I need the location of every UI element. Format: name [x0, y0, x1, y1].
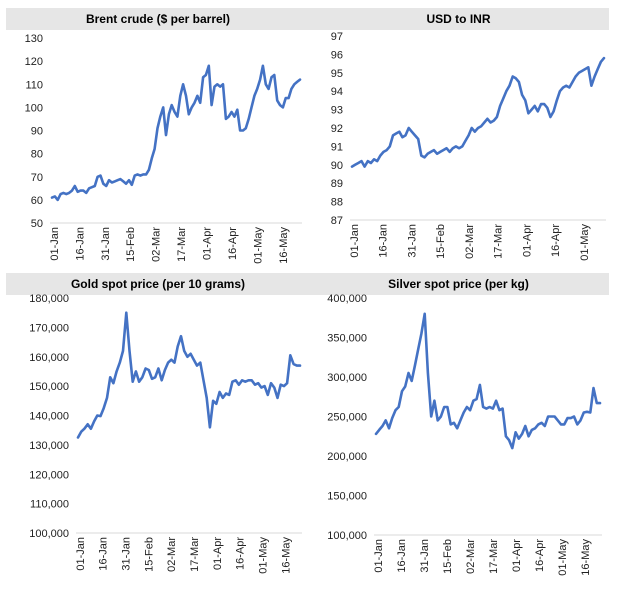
- y-tick-label: 150,000: [327, 491, 367, 503]
- x-tick-label: 01-Jan: [373, 539, 385, 573]
- chart-title: Silver spot price (per kg): [308, 273, 609, 295]
- y-tick-label: 94: [331, 86, 343, 98]
- usd-inr-panel: USD to INR 97 96 95 94 93 92 91 90 89 88 87 01-Jan 1…: [308, 8, 609, 270]
- series-line: [350, 56, 606, 168]
- y-tick-label: 200,000: [327, 451, 367, 463]
- gold-price-panel: Gold spot price (per 10 grams) 180,000 17…: [6, 273, 310, 585]
- x-tick-label: 15-Feb: [435, 224, 447, 259]
- y-tick-label: 96: [331, 49, 343, 61]
- x-tick-label: 17-Mar: [176, 227, 188, 262]
- y-tick-label: 160,000: [29, 352, 69, 364]
- y-tick-label: 90: [331, 160, 343, 172]
- y-tick-label: 100,000: [327, 530, 367, 542]
- x-tick-label: 16-May: [278, 227, 290, 264]
- y-tick-label: 91: [331, 141, 343, 153]
- brent-crude-panel: Brent crude ($ per barrel) 130 120 110 100 9…: [6, 8, 310, 270]
- brent-crude-chart: 130 120 110 100 90 80 70 60 50 01-Jan 16-Jan 31-Jan…: [25, 33, 302, 264]
- y-tick-label: 120,000: [29, 469, 69, 481]
- series-line: [374, 312, 602, 450]
- y-tick-label: 100,000: [29, 528, 69, 540]
- y-tick-label: 130,000: [29, 440, 69, 452]
- chart-title: Brent crude ($ per barrel): [6, 8, 310, 30]
- x-tick-label: 31-Jan: [419, 539, 431, 573]
- y-tick-label: 400,000: [327, 293, 367, 305]
- x-tick-label: 16-May: [580, 539, 592, 576]
- x-tick-label: 02-Mar: [151, 227, 163, 262]
- x-tick-label: 01-May: [579, 224, 591, 261]
- y-tick-label: 95: [331, 68, 343, 80]
- x-tick-label: 02-Mar: [465, 539, 477, 574]
- y-tick-label: 88: [331, 197, 343, 209]
- x-tick-label: 02-Mar: [464, 224, 476, 259]
- y-tick-label: 93: [331, 105, 343, 117]
- y-tick-label: 92: [331, 123, 343, 135]
- x-tick-label: 17-Mar: [493, 224, 505, 259]
- x-tick-label: 31-Jan: [100, 227, 112, 261]
- y-tick-label: 170,000: [29, 322, 69, 334]
- x-tick-label: 01-Apr: [521, 224, 533, 257]
- x-tick-label: 15-Feb: [143, 537, 155, 572]
- usd-inr-chart: 97 96 95 94 93 92 91 90 89 88 87 01-Jan 16-Jan 31-Jan…: [331, 31, 606, 261]
- chart-title: Gold spot price (per 10 grams): [6, 273, 310, 295]
- x-tick-label: 01-Jan: [75, 537, 87, 571]
- series-line: [50, 64, 302, 202]
- y-tick-label: 87: [331, 215, 343, 227]
- silver-price-chart: 400,000 350,000 300,000 250,000 200,000 150,0…: [327, 293, 602, 576]
- x-tick-label: 01-Apr: [212, 537, 224, 570]
- x-tick-label: 01-May: [257, 537, 269, 574]
- y-tick-label: 150,000: [29, 381, 69, 393]
- x-tick-label: 16-Jan: [378, 224, 390, 258]
- x-tick-label: 16-Apr: [534, 539, 546, 572]
- y-tick-label: 80: [31, 149, 43, 161]
- y-tick-label: 140,000: [29, 411, 69, 423]
- x-tick-label: 16-Jan: [74, 227, 86, 261]
- y-tick-label: 97: [331, 31, 343, 43]
- y-tick-label: 50: [31, 218, 43, 230]
- y-tick-label: 130: [25, 33, 43, 45]
- x-tick-label: 01-Jan: [349, 224, 361, 258]
- y-tick-label: 180,000: [29, 293, 69, 305]
- x-tick-label: 16-Apr: [227, 227, 239, 260]
- x-tick-label: 01-Jan: [49, 227, 61, 261]
- y-tick-label: 350,000: [327, 333, 367, 345]
- x-tick-label: 31-Jan: [406, 224, 418, 258]
- x-tick-label: 17-Mar: [488, 539, 500, 574]
- x-tick-label: 01-May: [252, 227, 264, 264]
- y-tick-label: 90: [31, 126, 43, 138]
- x-tick-label: 17-Mar: [189, 537, 201, 572]
- series-line: [76, 311, 302, 439]
- x-tick-label: 31-Jan: [121, 537, 133, 571]
- x-tick-label: 16-Apr: [550, 224, 562, 257]
- y-tick-label: 70: [31, 172, 43, 184]
- silver-price-panel: Silver spot price (per kg) 400,000 350,00…: [308, 273, 609, 585]
- x-tick-label: 01-May: [557, 539, 569, 576]
- x-tick-label: 16-May: [280, 537, 292, 574]
- y-tick-label: 120: [25, 56, 43, 68]
- x-tick-label: 01-Apr: [202, 227, 214, 260]
- y-tick-label: 60: [31, 195, 43, 207]
- x-tick-label: 16-Jan: [98, 537, 110, 571]
- y-tick-label: 89: [331, 178, 343, 190]
- y-tick-label: 100: [25, 102, 43, 114]
- y-tick-label: 110: [25, 79, 43, 91]
- y-tick-label: 110,000: [30, 499, 69, 511]
- x-tick-label: 02-Mar: [166, 537, 178, 572]
- y-tick-label: 250,000: [327, 412, 367, 424]
- gold-price-chart: 180,000 170,000 160,000 150,000 140,000 130,0…: [29, 293, 302, 574]
- y-tick-label: 300,000: [327, 372, 367, 384]
- x-tick-label: 16-Jan: [396, 539, 408, 573]
- x-tick-label: 01-Apr: [511, 539, 523, 572]
- chart-title: USD to INR: [308, 8, 609, 30]
- x-tick-label: 15-Feb: [442, 539, 454, 574]
- x-tick-label: 16-Apr: [235, 537, 247, 570]
- x-tick-label: 15-Feb: [125, 227, 137, 262]
